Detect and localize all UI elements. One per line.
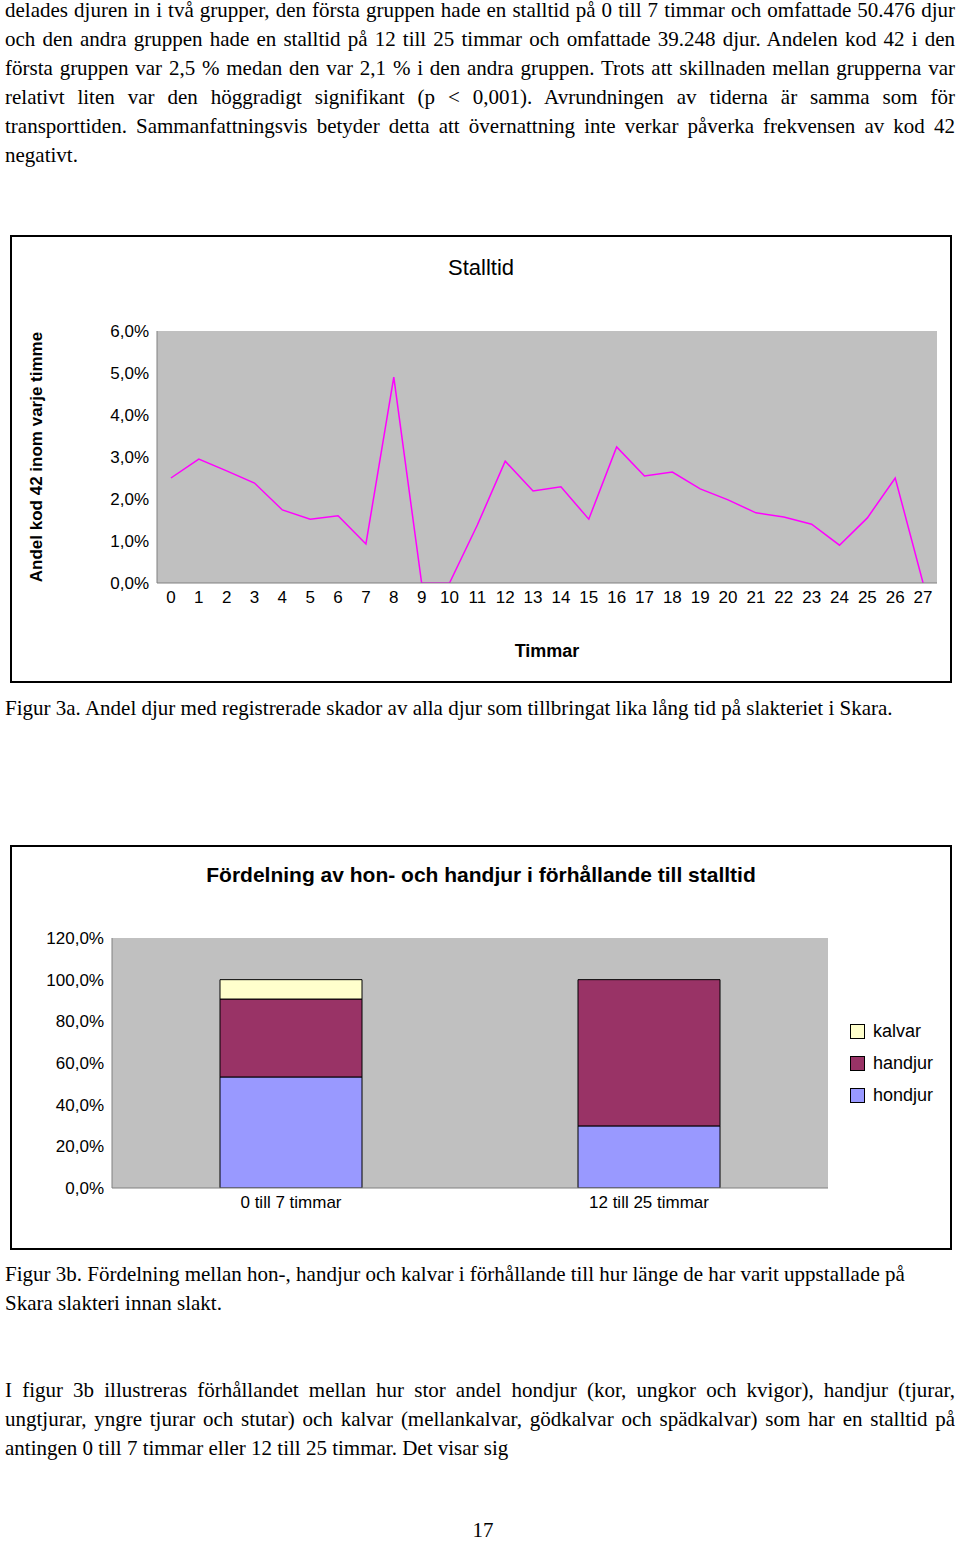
svg-text:16: 16	[607, 588, 626, 607]
svg-text:15: 15	[579, 588, 598, 607]
svg-text:3,0%: 3,0%	[110, 448, 149, 467]
svg-text:0 till 7 timmar: 0 till 7 timmar	[240, 1193, 341, 1212]
html-text:Figur 3a. Andel djur med regis: Figur 3a. Andel djur med registrerade sk…	[5, 696, 893, 720]
svg-text:6,0%: 6,0%	[110, 322, 149, 341]
svg-text:Andel kod 42 inom varje timme: Andel kod 42 inom varje timme	[27, 332, 46, 582]
svg-text:11: 11	[469, 588, 487, 607]
svg-text:40,0%: 40,0%	[56, 1096, 104, 1115]
svg-text:14: 14	[551, 588, 570, 607]
svg-text:17: 17	[635, 588, 654, 607]
svg-text:0: 0	[166, 588, 175, 607]
svg-text:24: 24	[830, 588, 849, 607]
html-text:Stalltid: Stalltid	[448, 255, 514, 280]
svg-text:9: 9	[417, 588, 426, 607]
svg-text:19: 19	[691, 588, 710, 607]
svg-text:100,0%: 100,0%	[46, 971, 104, 990]
html-text:handjur: handjur	[873, 1053, 933, 1073]
svg-text:3: 3	[250, 588, 259, 607]
svg-text:12 till 25 timmar: 12 till 25 timmar	[589, 1193, 709, 1212]
svg-text:1,0%: 1,0%	[110, 532, 149, 551]
svg-text:6: 6	[333, 588, 342, 607]
svg-text:27: 27	[914, 588, 933, 607]
svg-text:1: 1	[194, 588, 203, 607]
svg-text:2: 2	[222, 588, 231, 607]
svg-text:25: 25	[858, 588, 877, 607]
svg-text:5,0%: 5,0%	[110, 364, 149, 383]
svg-text:23: 23	[802, 588, 821, 607]
svg-text:120,0%: 120,0%	[46, 929, 104, 948]
svg-text:7: 7	[361, 588, 370, 607]
html-text:hondjur: hondjur	[873, 1085, 933, 1105]
svg-text:2,0%: 2,0%	[110, 490, 149, 509]
svg-text:20,0%: 20,0%	[56, 1137, 104, 1156]
html-text:I figur 3b illustreras förhåll: I figur 3b illustreras förhållandet mell…	[5, 1378, 955, 1460]
html-text:Fördelning av hon- och handjur: Fördelning av hon- och handjur i förhåll…	[206, 863, 756, 886]
svg-text:26: 26	[886, 588, 905, 607]
svg-text:20: 20	[719, 588, 738, 607]
html-text:Figur 3b. Fördelning mellan ho: Figur 3b. Fördelning mellan hon-, handju…	[5, 1262, 905, 1315]
svg-text:13: 13	[524, 588, 543, 607]
svg-text:4,0%: 4,0%	[110, 406, 149, 425]
svg-text:4: 4	[278, 588, 287, 607]
svg-text:18: 18	[663, 588, 682, 607]
svg-text:60,0%: 60,0%	[56, 1054, 104, 1073]
svg-text:80,0%: 80,0%	[56, 1012, 104, 1031]
svg-text:10: 10	[440, 588, 459, 607]
svg-text:8: 8	[389, 588, 398, 607]
svg-text:21: 21	[746, 588, 765, 607]
svg-text:0,0%: 0,0%	[110, 574, 149, 593]
svg-text:Timmar: Timmar	[515, 641, 580, 661]
html-text:17: 17	[472, 1518, 494, 1542]
svg-text:0,0%: 0,0%	[65, 1179, 104, 1198]
svg-text:22: 22	[774, 588, 793, 607]
html-text:kalvar: kalvar	[873, 1021, 921, 1041]
svg-text:12: 12	[496, 588, 515, 607]
svg-text:5: 5	[305, 588, 314, 607]
